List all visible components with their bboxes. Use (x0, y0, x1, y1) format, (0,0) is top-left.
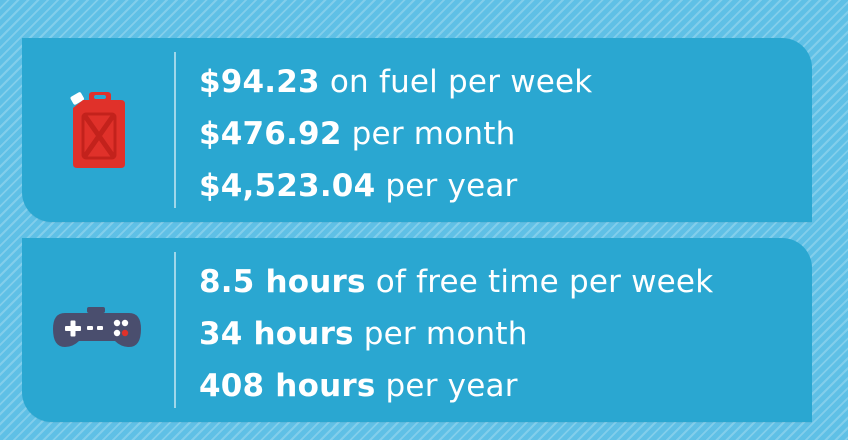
fuel-icon-container (22, 38, 172, 222)
fuel-cost-monthly: $476.92 per month (199, 108, 792, 160)
fuel-cost-yearly: $4,523.04 per year (199, 160, 792, 212)
free-time-yearly: 408 hours per year (199, 360, 792, 412)
time-divider (174, 252, 176, 408)
time-monthly-text: per month (353, 316, 528, 352)
fuel-weekly-value: $94.23 (199, 64, 320, 100)
fuel-cost-card: $94.23 on fuel per week $476.92 per mont… (22, 38, 812, 222)
free-time-list: 8.5 hours of free time per week 34 hours… (199, 256, 792, 412)
time-weekly-value: 8.5 hours (199, 264, 366, 300)
fuel-cost-weekly: $94.23 on fuel per week (199, 56, 792, 108)
fuel-can-icon (70, 92, 125, 168)
free-time-monthly: 34 hours per month (199, 308, 792, 360)
controller-icon-container (22, 238, 172, 422)
time-weekly-text: of free time per week (365, 264, 714, 300)
time-yearly-text: per year (375, 368, 518, 404)
fuel-monthly-value: $476.92 (199, 116, 342, 152)
fuel-yearly-text: per year (375, 168, 518, 204)
fuel-weekly-text: on fuel per week (319, 64, 593, 100)
game-controller-icon (53, 307, 141, 347)
free-time-weekly: 8.5 hours of free time per week (199, 256, 792, 308)
fuel-yearly-value: $4,523.04 (199, 168, 376, 204)
time-yearly-value: 408 hours (199, 368, 376, 404)
fuel-cost-list: $94.23 on fuel per week $476.92 per mont… (199, 56, 792, 212)
time-monthly-value: 34 hours (199, 316, 354, 352)
free-time-card: 8.5 hours of free time per week 34 hours… (22, 238, 812, 422)
fuel-divider (174, 52, 176, 208)
fuel-monthly-text: per month (341, 116, 516, 152)
